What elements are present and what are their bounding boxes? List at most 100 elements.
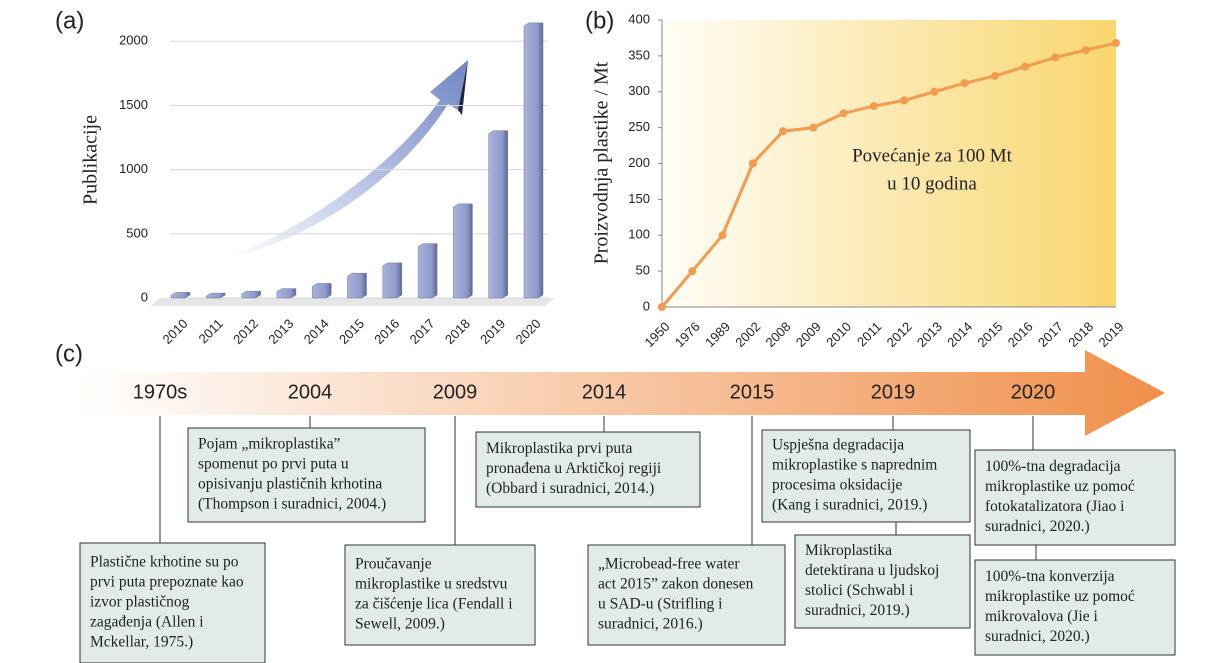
event-text: izvor plastičnog — [90, 594, 190, 611]
y-axis-label: Publikacije — [80, 115, 102, 205]
point — [930, 88, 938, 96]
panel-label: (c) — [55, 340, 83, 367]
y-tick-label: 250 — [628, 119, 650, 134]
event-text: stolici (Schwabl i — [805, 582, 914, 599]
y-tick-label: 0 — [141, 289, 148, 304]
x-tick-label: 2002 — [732, 319, 763, 350]
x-tick-label: 2014 — [944, 319, 975, 350]
event-text: mikrovalova (Jie i — [985, 608, 1098, 625]
x-tick-label: 2009 — [793, 319, 824, 350]
event-text: act 2015” zakon donesen — [598, 576, 754, 593]
event-text: fotokatalizatora (Jiao i — [985, 498, 1125, 515]
year-label: 2015 — [730, 381, 775, 403]
y-axis-label: Proizvodnja plastike / Mt — [591, 61, 613, 264]
point — [900, 96, 908, 104]
x-tick-label: 2018 — [1065, 319, 1096, 350]
event-text: mikroplastike u sredstvu — [355, 576, 508, 593]
event-text: za čišćenje lica (Fendall i — [355, 596, 513, 613]
event-text: zagađenja (Allen i — [90, 614, 204, 631]
event-text: Pojam „mikroplastika” — [198, 436, 341, 453]
event-text: pronađena u Arktičkoj regiji — [486, 460, 662, 477]
event-text: prvi puta prepoznate kao — [90, 574, 244, 591]
event-text: suradnici, 2016.) — [598, 616, 703, 633]
point — [840, 109, 848, 117]
event-text: Mikroplastika prvi puta — [486, 440, 632, 457]
x-tick-label: 1989 — [702, 319, 733, 350]
y-tick-label: 400 — [628, 11, 650, 26]
point — [1051, 53, 1059, 61]
x-tick-label: 2013 — [265, 316, 296, 347]
point — [1082, 46, 1090, 54]
bar — [418, 244, 437, 298]
x-tick-label: 2010 — [823, 319, 854, 350]
point — [779, 127, 787, 135]
bar — [312, 283, 331, 298]
event-text: mikroplastike uz pomoć — [985, 588, 1135, 605]
point — [991, 72, 999, 80]
bar — [524, 23, 543, 298]
bar — [206, 293, 225, 298]
bar — [277, 289, 296, 298]
year-label: 2019 — [871, 381, 916, 403]
x-tick-label: 2010 — [159, 316, 190, 347]
y-tick-label: 500 — [126, 225, 148, 240]
bar — [171, 292, 190, 298]
point — [870, 102, 878, 110]
x-tick-label: 2019 — [1095, 319, 1126, 350]
event-text: (Thompson i suradnici, 2004.) — [198, 496, 386, 513]
x-tick-label: 2017 — [407, 316, 438, 347]
bar — [489, 131, 508, 298]
event-text: (Kang i suradnici, 2019.) — [772, 497, 927, 514]
point — [658, 303, 666, 311]
event-text: detektirana u ljudskoj — [805, 562, 939, 579]
year-label: 2020 — [1011, 381, 1056, 403]
year-label: 2004 — [288, 381, 333, 403]
x-tick-label: 2011 — [195, 316, 225, 346]
annotation: u 10 godina — [887, 173, 977, 194]
event-text: mikroplastike uz pomoć — [985, 478, 1135, 495]
y-tick-label: 1000 — [119, 161, 148, 176]
y-tick-label: 350 — [628, 47, 650, 62]
event-text: Mckellar, 1975.) — [90, 634, 193, 651]
event-text: Mikroplastika — [805, 542, 892, 559]
x-tick-label: 1976 — [672, 319, 703, 350]
x-tick-label: 2014 — [301, 316, 332, 347]
event-text: Sewell, 2009.) — [355, 616, 445, 633]
event-text: Plastične krhotine su po — [90, 554, 239, 571]
x-tick-label: 2008 — [763, 319, 794, 350]
panel-label: (a) — [55, 7, 84, 34]
x-tick-label: 2019 — [477, 316, 508, 347]
point — [1021, 63, 1029, 71]
chart-floor — [150, 298, 555, 306]
year-label: 2009 — [433, 381, 478, 403]
x-tick-label: 2016 — [1005, 319, 1036, 350]
event-text: 100%-tna konverzija — [985, 568, 1115, 585]
x-tick-label: 2015 — [336, 316, 367, 347]
point — [719, 231, 727, 239]
event-text: suradnici, 2020.) — [985, 628, 1090, 645]
x-tick-label: 2018 — [442, 316, 473, 347]
point — [749, 160, 757, 168]
y-tick-label: 200 — [628, 155, 650, 170]
bar — [453, 204, 472, 298]
y-tick-label: 0 — [643, 298, 650, 313]
event-text: „Microbead-free water — [598, 556, 740, 573]
event-text: 100%-tna degradacija — [985, 458, 1121, 475]
x-tick-label: 1950 — [641, 319, 672, 350]
bar — [383, 263, 402, 298]
point — [961, 79, 969, 87]
x-tick-label: 2013 — [914, 319, 945, 350]
x-tick-label: 2020 — [512, 316, 543, 347]
event-text: Proučavanje — [355, 556, 432, 573]
annotation: Povećanje za 100 Mt — [852, 145, 1013, 166]
x-tick-label: 2016 — [371, 316, 402, 347]
event-text: Uspješna degradacija — [772, 437, 904, 454]
year-label: 1970s — [133, 381, 188, 403]
event-text: procesima oksidacije — [772, 477, 903, 494]
y-tick-label: 1500 — [119, 97, 148, 112]
bar — [242, 291, 261, 298]
point — [809, 124, 817, 132]
event-text: opisivanju plastičnih krhotina — [198, 476, 382, 493]
x-tick-label: 2011 — [854, 319, 884, 349]
figure: (a)Publikacije05001000150020002010201120… — [0, 0, 1214, 663]
